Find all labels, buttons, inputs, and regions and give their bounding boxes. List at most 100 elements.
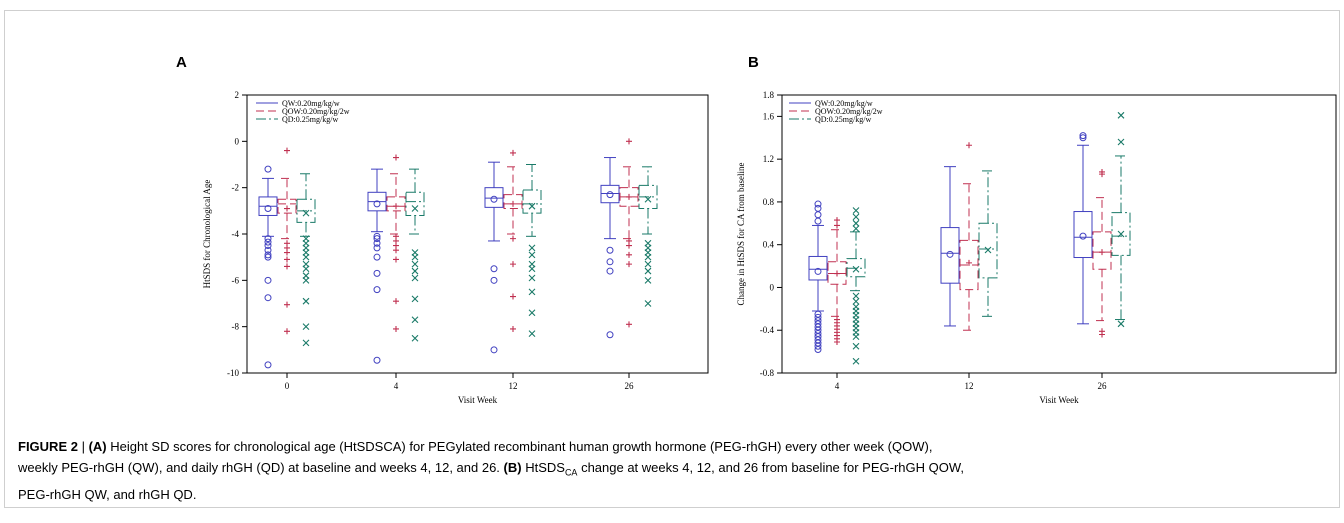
- chart-b-qd-outlier: [852, 207, 860, 214]
- chart-b-qw-mean-marker: [814, 267, 822, 275]
- chart-a-qow-outlier: [284, 249, 290, 256]
- chart-b-qd-outlier: [1117, 320, 1125, 328]
- chart-b-ytick-label: -0.4: [760, 325, 775, 335]
- chart-a-qw-outlier: [264, 246, 272, 254]
- chart-b-ytick-label: 0.8: [763, 197, 775, 207]
- caption-text-3: PEG-rhGH QW, and rhGH QD.: [18, 486, 197, 502]
- chart-b-ytick-label: -0.8: [760, 368, 775, 378]
- chart-a-qd-box: [296, 198, 316, 223]
- chart-a-ytick-label: -6: [232, 275, 240, 285]
- chart-a-qw-outlier: [264, 253, 272, 261]
- chart-a-qw-mean-marker: [373, 200, 381, 208]
- chart-a-plot-area: [246, 94, 709, 374]
- chart-a-qw-outlier: [373, 235, 381, 243]
- chart-a-xtick-label: 0: [285, 381, 290, 391]
- chart-a-qow-mean-marker: [626, 193, 632, 200]
- chart-b-qd-outlier: [852, 342, 860, 350]
- chart-a-legend-label: QW:0.20mg/kg/w: [282, 99, 340, 108]
- chart-a-qd-outlier: [411, 334, 419, 342]
- chart-a-qow-outlier: [393, 154, 399, 161]
- chart-b-xtick-label: 4: [835, 381, 840, 391]
- chart-b-qd-outlier: [852, 213, 860, 221]
- chart-a-qw-outlier: [490, 265, 498, 273]
- chart-b-qd-box: [978, 222, 998, 279]
- caption-separator: |: [77, 439, 89, 454]
- chart-a-qw-outlier: [490, 346, 498, 354]
- caption-tag-b: (B): [503, 460, 522, 475]
- chart-a-qow-box: [277, 198, 297, 214]
- chart-a-qd-outlier: [644, 267, 652, 275]
- chart-b-qow-mean-marker: [966, 259, 972, 266]
- chart-a-qd-outlier: [528, 274, 536, 282]
- chart-a-qw-outlier: [373, 232, 381, 240]
- chart-a-qw-outlier: [264, 251, 272, 259]
- chart-b-qow-mean-marker: [1099, 249, 1105, 256]
- chart-b-qow-outlier: [834, 222, 840, 229]
- chart-a-qow-outlier: [284, 328, 290, 335]
- chart-a-qd-outlier: [528, 265, 536, 273]
- chart-a-qw-outlier: [606, 246, 614, 254]
- chart-b-qw-box: [808, 255, 828, 281]
- chart-b-qow-outlier: [834, 217, 840, 224]
- chart-b-qd-box: [1111, 212, 1131, 256]
- chart-b-qw-outlier: [814, 211, 822, 219]
- chart-a-y-axis-label: HtSDS for Chronological Age: [202, 180, 212, 289]
- chart-b-legend-label: QOW:0.20mg/kg/2w: [815, 107, 883, 116]
- chart-b-x-axis-label: Visit Week: [1039, 395, 1079, 405]
- chart-b-qw-box: [1073, 211, 1093, 259]
- chart-a-qd-outlier: [644, 276, 652, 284]
- chart-a-qow-outlier: [510, 325, 516, 332]
- caption-subscript: CA: [564, 467, 578, 478]
- chart-a-qw-outlier: [373, 356, 381, 364]
- chart-a-qow-outlier: [626, 251, 632, 258]
- chart-a-ytick-label: -10: [227, 368, 239, 378]
- chart-a-qd-outlier: [302, 339, 310, 347]
- chart-a-qd-box: [522, 189, 542, 214]
- chart-a-qow-outlier: [393, 325, 399, 332]
- chart-a-qw-outlier: [373, 286, 381, 294]
- chart-b-legend-label: QW:0.20mg/kg/w: [815, 99, 873, 108]
- chart-a-qw-outlier: [606, 331, 614, 339]
- caption-text-2b-post: change at weeks 4, 12, and 26 from basel…: [577, 460, 965, 475]
- chart-b-qw-outlier: [814, 345, 822, 353]
- caption-tag-a: (A): [88, 439, 107, 454]
- chart-b-qw-box: [940, 227, 960, 284]
- chart-a-qw-outlier: [606, 267, 614, 275]
- chart-b-qd-outlier: [852, 297, 860, 305]
- chart-b-xtick-label: 12: [965, 381, 974, 391]
- chart-b-qow-mean-marker: [834, 270, 840, 277]
- chart-b-ytick-label: 1.6: [763, 111, 775, 121]
- chart-a-qw-outlier: [373, 269, 381, 277]
- chart-a-qow-mean-marker: [284, 205, 290, 212]
- chart-a-qow-outlier: [626, 261, 632, 268]
- chart-b-qd-box: [846, 258, 866, 278]
- chart-a-qd-outlier: [302, 297, 310, 305]
- chart-a-ytick-label: -8: [232, 322, 240, 332]
- chart-b-qw-outlier: [1079, 134, 1087, 142]
- chart-a-qw-outlier: [490, 276, 498, 284]
- chart-a-legend-label: QOW:0.20mg/kg/2w: [282, 107, 350, 116]
- chart-a-xtick-label: 12: [509, 381, 518, 391]
- chart-a-qw-outlier: [264, 276, 272, 284]
- chart-b-qow-outlier: [966, 142, 972, 149]
- chart-a-qd-outlier: [528, 244, 536, 252]
- chart-a-qw-outlier: [373, 239, 381, 247]
- chart-a-qow-mean-marker: [510, 200, 516, 207]
- chart-a-qow-box: [503, 194, 523, 210]
- chart-a-qw-outlier: [264, 294, 272, 302]
- chart-a-qd-outlier: [411, 260, 419, 268]
- chart-a-x-axis-label: Visit Week: [458, 395, 498, 405]
- chart-a-qd-outlier: [411, 267, 419, 275]
- figure-frame: [4, 10, 1340, 508]
- chart-a-qd-mean-marker: [411, 205, 419, 212]
- chart-b-plot-area: [781, 94, 1337, 374]
- chart-b-qd-outlier: [852, 292, 860, 300]
- chart-a-qw-mean-marker: [264, 205, 272, 213]
- chart-a-qd-outlier: [644, 300, 652, 307]
- chart-a-qow-outlier: [284, 147, 290, 154]
- chart-a-qd-box: [638, 184, 658, 210]
- chart-a-qd-outlier: [528, 251, 536, 259]
- chart-b-xtick-label: 26: [1098, 381, 1108, 391]
- chart-a-qw-outlier: [373, 244, 381, 252]
